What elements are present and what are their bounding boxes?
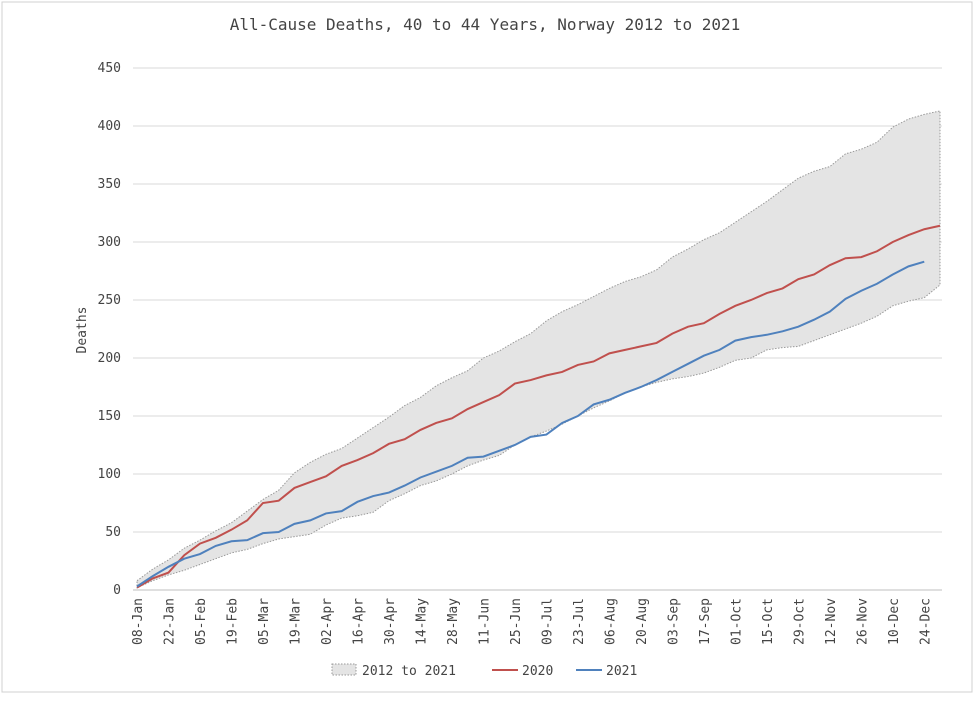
x-tick-label: 28-May [446,598,461,645]
x-tick-label: 09-Jul [540,598,555,645]
x-tick-label: 19-Mar [288,598,303,645]
x-tick-label: 14-May [414,598,429,645]
x-tick-label: 25-Jun [509,598,524,645]
x-tick-label: 03-Sep [666,598,681,645]
chart-title: All-Cause Deaths, 40 to 44 Years, Norway… [230,15,741,34]
x-tick-label: 24-Dec [918,598,933,645]
x-tick-label: 15-Oct [761,598,776,645]
y-tick-label: 200 [98,351,121,366]
x-tick-label: 20-Aug [635,598,650,645]
x-tick-label: 22-Jan [162,598,177,645]
x-tick-label: 23-Jul [572,598,587,645]
x-tick-label: 02-Apr [320,598,335,645]
y-axis-label: Deaths [75,307,90,354]
y-tick-label: 100 [98,467,121,482]
x-tick-label: 17-Sep [698,598,713,645]
legend-label: 2021 [606,664,637,679]
y-tick-label: 450 [98,61,121,76]
x-tick-label: 05-Mar [257,598,272,645]
x-tick-label: 05-Feb [194,598,209,645]
x-tick-label: 01-Oct [729,598,744,645]
x-tick-label: 19-Feb [225,598,240,645]
x-tick-label: 30-Apr [383,598,398,645]
x-tick-label: 06-Aug [603,598,618,645]
y-tick-label: 50 [105,525,121,540]
y-tick-label: 0 [113,583,121,598]
x-tick-label: 16-Apr [351,598,366,645]
x-tick-label: 12-Nov [824,598,839,645]
x-tick-label: 26-Nov [855,598,870,645]
x-tick-label: 10-Dec [887,598,902,645]
legend-label: 2020 [522,664,553,679]
y-tick-label: 400 [98,119,121,134]
series-line [136,260,925,588]
y-tick-label: 300 [98,235,121,250]
x-tick-label: 29-Oct [792,598,807,645]
y-tick-label: 350 [98,177,121,192]
chart-border [1,1,973,693]
x-tick-label: 11-Jun [477,598,492,645]
legend-label: 2012 to 2021 [362,664,456,679]
y-tick-label: 150 [98,409,121,424]
series-line [136,224,941,589]
y-tick-label: 250 [98,293,121,308]
x-tick-label: 08-Jan [131,598,146,645]
legend-swatch [331,663,357,676]
